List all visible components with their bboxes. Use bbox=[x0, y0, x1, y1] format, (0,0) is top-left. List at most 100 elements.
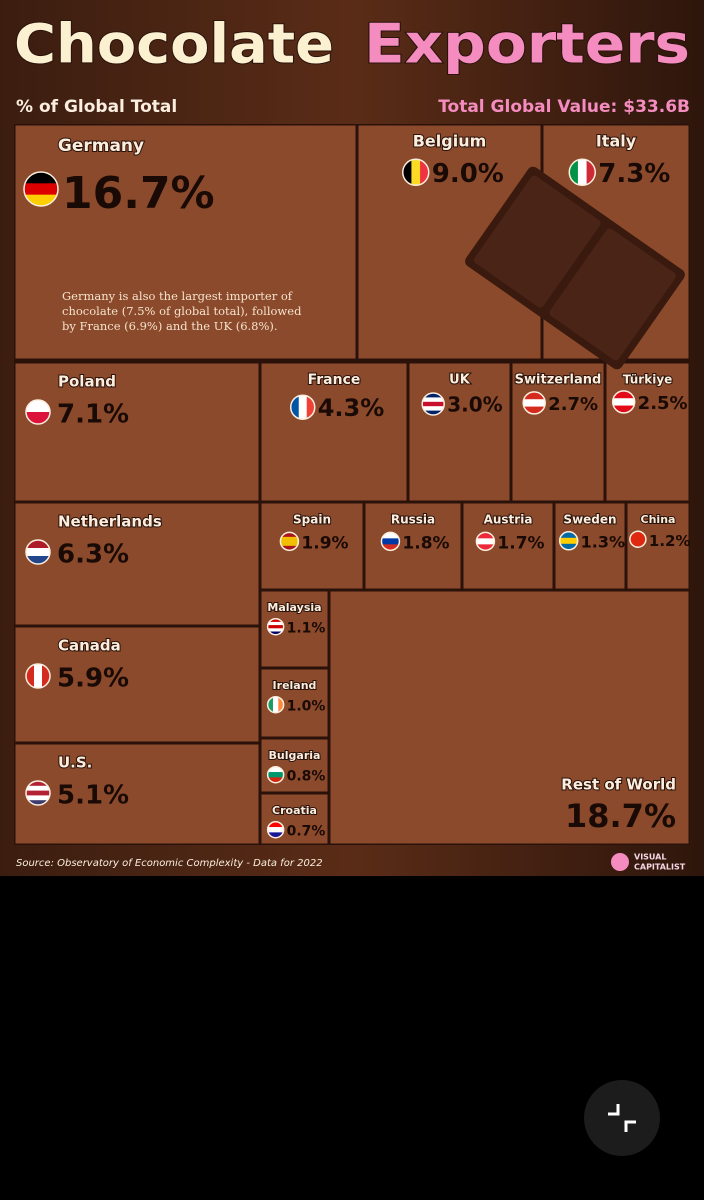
flag-stripe bbox=[476, 538, 495, 545]
flag-stripe bbox=[272, 696, 279, 713]
flag-stripe bbox=[267, 631, 284, 635]
flag-stripe bbox=[267, 821, 284, 828]
treemap-cell bbox=[330, 591, 689, 844]
value-label: 6.3% bbox=[57, 540, 129, 570]
flag-ring bbox=[380, 531, 401, 552]
flag-stripe bbox=[26, 785, 50, 792]
brand: CAPITALIST bbox=[634, 863, 686, 872]
flag-stripe bbox=[612, 398, 635, 407]
flag-stripe bbox=[267, 621, 284, 626]
category-label: Poland bbox=[58, 373, 116, 391]
category-label: Germany bbox=[58, 136, 144, 156]
flag-stripe bbox=[267, 827, 284, 833]
flag-stripe bbox=[280, 541, 299, 547]
button-icon bbox=[608, 1104, 636, 1132]
flag-stripe bbox=[26, 664, 35, 688]
flag-stripe bbox=[381, 544, 400, 551]
category-label: Türkiye bbox=[623, 373, 673, 387]
value-label: 2.5% bbox=[638, 393, 688, 414]
flag-stripe bbox=[280, 545, 299, 551]
flag-ring bbox=[23, 171, 59, 207]
value-label: 0.8% bbox=[287, 769, 326, 785]
flag-ring bbox=[421, 392, 445, 416]
flag-stripe bbox=[523, 391, 546, 400]
brand: VISUAL bbox=[634, 853, 666, 862]
flag-stripe bbox=[42, 664, 50, 688]
flag-stripe bbox=[476, 544, 495, 551]
flag-stripe bbox=[559, 537, 578, 545]
treemap-cell bbox=[15, 744, 259, 844]
treemap-cell bbox=[15, 627, 259, 742]
flag-ring bbox=[402, 158, 430, 187]
flag-stripe bbox=[422, 410, 445, 415]
category-label: Ireland bbox=[273, 679, 317, 692]
total-value: Total Global Value: $33.6B bbox=[438, 97, 690, 117]
flag-stripe bbox=[422, 401, 445, 407]
flag-stripe bbox=[26, 412, 50, 424]
value-label: 7.1% bbox=[57, 400, 129, 430]
treemap-cell bbox=[512, 363, 604, 501]
treemap-cell bbox=[15, 125, 356, 359]
flag-stripe bbox=[306, 395, 315, 420]
flag-ring bbox=[266, 617, 285, 636]
flag-ring bbox=[611, 390, 636, 414]
flag-ring bbox=[266, 820, 285, 839]
cells: Germany 16.7% Belgium 9.0% Italy 7.3% Poland 7.… bbox=[15, 125, 691, 844]
flag-stripe bbox=[26, 556, 50, 564]
flag-stripe bbox=[267, 628, 284, 632]
value-label: 9.0% bbox=[432, 159, 504, 189]
source: Source: Observatory of Economic Complexi… bbox=[16, 858, 323, 869]
flag-stripe bbox=[577, 159, 588, 186]
flag-stripe bbox=[278, 696, 284, 713]
annotation: by France (6.9%) and the UK (6.8%). bbox=[62, 319, 278, 333]
flag-stripe bbox=[267, 618, 284, 623]
flag-stripe bbox=[612, 405, 635, 413]
category-label: Netherlands bbox=[58, 513, 162, 531]
flag-stripe bbox=[26, 800, 50, 805]
value-label: 1.1% bbox=[287, 621, 326, 637]
flag-ring bbox=[25, 663, 51, 689]
flag-stripe bbox=[26, 548, 50, 557]
treemap-cell bbox=[409, 363, 510, 501]
flag-stripe bbox=[26, 400, 50, 413]
value-label: 7.3% bbox=[598, 159, 670, 189]
button-bg[interactable] bbox=[584, 1080, 660, 1156]
flag-ring bbox=[568, 158, 597, 187]
flag-ring bbox=[25, 539, 51, 565]
treemap-cell bbox=[15, 503, 259, 625]
value-label: 16.7% bbox=[62, 168, 215, 219]
value-label: 3.0% bbox=[447, 393, 502, 417]
flag-ring bbox=[558, 531, 579, 551]
flag-stripe bbox=[411, 159, 421, 186]
flag-stripe bbox=[24, 172, 58, 184]
flag-stripe bbox=[267, 766, 284, 773]
flag-stripe bbox=[381, 532, 400, 539]
category-label: Sweden bbox=[563, 513, 616, 527]
subtitle: % of Global Total bbox=[16, 97, 177, 117]
brand-logo bbox=[611, 853, 629, 871]
category-label: Rest of World bbox=[561, 776, 676, 794]
category-label: UK bbox=[449, 373, 471, 388]
flag-ring bbox=[279, 531, 300, 552]
flag-ring bbox=[475, 531, 496, 552]
flag-ring bbox=[289, 394, 316, 420]
flag-stripe bbox=[267, 625, 284, 629]
category-label: Malaysia bbox=[267, 601, 321, 614]
exit-fullscreen-button[interactable] bbox=[584, 1080, 660, 1156]
flag-ring bbox=[522, 391, 546, 415]
category-label: Italy bbox=[596, 132, 637, 151]
flag-stripe bbox=[26, 540, 50, 549]
flag-stripe bbox=[559, 543, 578, 550]
flag-stripe bbox=[24, 183, 58, 196]
category-label: Bulgaria bbox=[269, 749, 321, 762]
flag-stripe bbox=[586, 159, 596, 186]
flag-stripe bbox=[280, 536, 299, 542]
value-label: 4.3% bbox=[318, 394, 385, 422]
flag-ring bbox=[266, 765, 285, 784]
flag-stripe bbox=[422, 393, 445, 398]
value-label: 5.1% bbox=[57, 781, 129, 811]
category-label: Croatia bbox=[272, 804, 317, 817]
treemap-cell bbox=[261, 503, 363, 589]
chart-title: Chocolate bbox=[14, 13, 334, 76]
